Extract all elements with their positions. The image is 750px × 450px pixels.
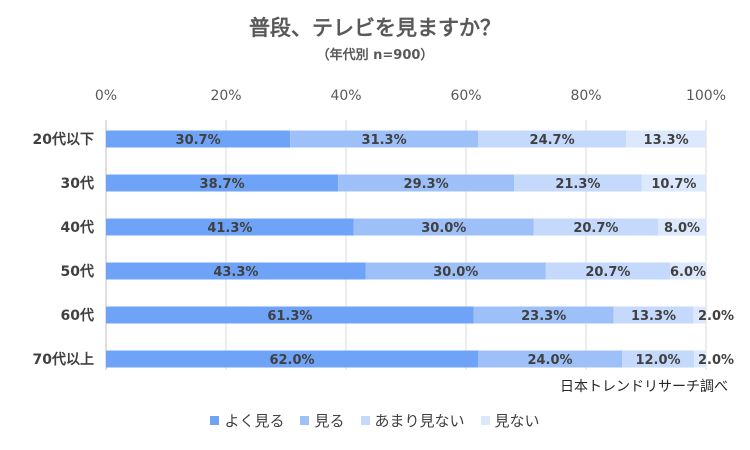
bar-segment: [478, 350, 622, 368]
bar-segment: [106, 306, 474, 324]
source-note: 日本トレンドリサーチ調べ: [560, 379, 728, 395]
chart-subtitle: （年代別 n=900）: [316, 48, 434, 63]
legend: よく見る 見る あまり見ない 見ない: [0, 410, 750, 431]
bar-segment: [106, 350, 478, 368]
bar-segment: [106, 174, 339, 192]
data-label: 30.0%: [433, 265, 478, 280]
bar-segment: [641, 174, 706, 192]
legend-swatch: [210, 416, 220, 425]
category-label: 60代: [61, 307, 94, 324]
legend-label: あまり見ない: [374, 412, 465, 430]
category-label: 20代以下: [33, 131, 94, 148]
data-label: 62.0%: [269, 353, 314, 368]
bar-segment: [694, 350, 706, 368]
bar-segment: [533, 218, 658, 236]
data-label: 20.7%: [573, 221, 618, 236]
data-label: 29.3%: [404, 177, 449, 192]
category-label: 70代以上: [33, 351, 94, 368]
data-label: 23.3%: [521, 309, 566, 324]
x-tick-label: 40%: [330, 88, 361, 104]
bar-segment: [338, 174, 514, 192]
bar-segment: [365, 262, 546, 280]
bar-segment: [622, 350, 694, 368]
data-label: 24.7%: [530, 133, 575, 148]
data-label: 13.3%: [644, 133, 689, 148]
bar-segment: [658, 218, 706, 236]
bar-segment: [473, 306, 614, 324]
data-label: 38.7%: [200, 177, 245, 192]
legend-swatch: [300, 416, 310, 425]
bar-segment: [353, 218, 534, 236]
x-tick-label: 20%: [210, 88, 241, 104]
category-label: 30代: [61, 175, 94, 192]
bar-segment: [290, 130, 478, 148]
x-tick-label: 60%: [450, 88, 481, 104]
data-label: 30.7%: [176, 133, 221, 148]
data-label: 21.3%: [555, 177, 600, 192]
data-label: 2.0%: [698, 353, 734, 368]
data-label: 13.3%: [631, 309, 676, 324]
bar-segment: [613, 306, 694, 324]
data-label: 6.0%: [670, 265, 706, 280]
bar-segment: [545, 262, 670, 280]
x-tick-label: 0%: [95, 88, 117, 104]
category-label: 50代: [61, 263, 94, 280]
bar-segment: [106, 130, 291, 148]
x-tick-label: 80%: [570, 88, 601, 104]
category-label: 40代: [61, 219, 94, 236]
legend-label: 見ない: [494, 412, 540, 430]
x-tick-label: 100%: [686, 88, 726, 104]
data-label: 43.3%: [213, 265, 258, 280]
chart-title: 普段、テレビを見ますか？: [249, 16, 501, 40]
bar-segment: [693, 306, 706, 324]
legend-label: よく見る: [224, 412, 285, 430]
data-label: 12.0%: [635, 353, 680, 368]
bar-segment: [514, 174, 642, 192]
data-label: 20.7%: [585, 265, 630, 280]
data-label: 61.3%: [267, 309, 312, 324]
legend-item: 見ない: [480, 410, 540, 431]
legend-item: あまり見ない: [360, 410, 465, 431]
bar-segment: [478, 130, 627, 148]
legend-item: 見る: [300, 410, 345, 431]
data-label: 8.0%: [664, 221, 700, 236]
bar-segment: [106, 218, 354, 236]
bar-segment: [106, 262, 366, 280]
legend-swatch: [360, 416, 370, 425]
bar-segment: [626, 130, 706, 148]
data-label: 24.0%: [527, 353, 572, 368]
legend-item: よく見る: [210, 410, 284, 431]
data-label: 30.0%: [421, 221, 466, 236]
bar-segment: [670, 262, 706, 280]
data-label: 41.3%: [207, 221, 252, 236]
data-label: 10.7%: [651, 177, 696, 192]
data-label: 31.3%: [362, 133, 407, 148]
stacked-bar-chart: 0% 20% 40% 60% 80% 100% 20代以下 30.7% 31.3% 24.7% 13…: [33, 88, 734, 370]
data-label: 2.0%: [698, 309, 734, 324]
legend-label: 見る: [314, 412, 345, 430]
legend-swatch: [480, 416, 490, 425]
